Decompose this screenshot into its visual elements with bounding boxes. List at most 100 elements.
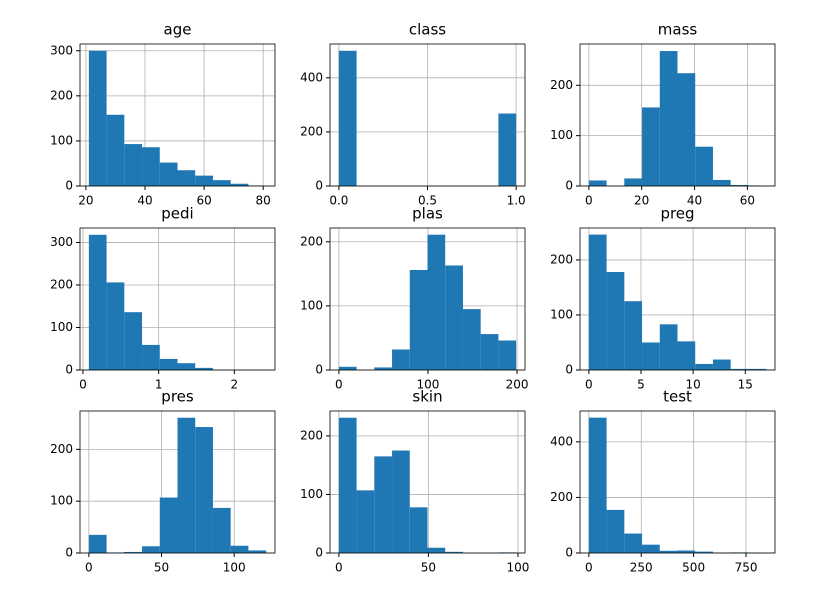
y-tick-label: 200	[50, 277, 73, 291]
bar	[427, 547, 446, 553]
bar	[642, 342, 660, 370]
x-tick-label: 100	[223, 561, 246, 575]
x-tick-label: 5	[637, 378, 645, 392]
x-tick-label: 60	[196, 194, 211, 208]
panel-title: plas	[412, 205, 443, 223]
x-tick-label: 0	[585, 194, 593, 208]
bar	[624, 301, 643, 370]
x-tick-label: 0	[85, 561, 93, 575]
bar	[730, 184, 749, 186]
y-tick-label: 0	[65, 363, 73, 377]
y-tick-label: 100	[50, 320, 73, 334]
axes-frame	[579, 410, 776, 554]
bar	[392, 450, 410, 553]
y-tick-label: 100	[50, 133, 73, 147]
bar	[142, 344, 160, 370]
axes-frame	[329, 410, 526, 554]
y-tick-label: 300	[50, 235, 73, 249]
y-tick-label: 0	[315, 363, 323, 377]
bar	[392, 349, 410, 370]
bar	[498, 113, 517, 186]
x-tick-label: 0.0	[329, 194, 348, 208]
bar	[88, 234, 107, 370]
x-tick-label: 20	[78, 194, 93, 208]
panel-title: preg	[660, 205, 694, 223]
bar	[427, 234, 446, 370]
bar	[588, 417, 607, 553]
panel-title: test	[663, 388, 692, 406]
x-tick-label: 1.0	[507, 194, 526, 208]
x-tick-label: 15	[738, 378, 753, 392]
x-tick-label: 250	[630, 561, 653, 575]
bar	[195, 367, 213, 370]
bar	[177, 170, 196, 186]
bar	[230, 183, 249, 186]
y-tick-label: 400	[300, 70, 323, 84]
y-tick-label: 0	[65, 179, 73, 193]
y-tick-label: 100	[300, 487, 323, 501]
axes-frame	[79, 43, 276, 187]
y-tick-label: 100	[550, 128, 573, 142]
bar	[642, 107, 660, 186]
bar	[159, 497, 178, 553]
bar	[588, 234, 607, 370]
x-tick-label: 40	[687, 194, 702, 208]
y-tick-label: 0	[315, 546, 323, 560]
bar	[695, 363, 713, 370]
panel-title: pedi	[161, 205, 193, 223]
bar	[212, 180, 231, 186]
bar	[248, 550, 267, 553]
bar	[177, 417, 196, 553]
panel-title: age	[164, 21, 192, 39]
panel-title: pres	[161, 388, 194, 406]
bar	[230, 545, 249, 553]
x-tick-label: 10	[686, 378, 701, 392]
y-tick-label: 400	[550, 434, 573, 448]
bar	[159, 358, 178, 370]
bar	[409, 269, 428, 370]
bar	[88, 50, 107, 187]
bar	[124, 551, 143, 553]
bar	[124, 312, 143, 370]
axes-frame	[329, 227, 526, 371]
x-tick-label: 2	[231, 378, 239, 392]
bar	[338, 366, 357, 370]
y-tick-label: 200	[50, 442, 73, 456]
bar	[695, 146, 713, 186]
x-tick-label: 0	[335, 561, 343, 575]
bar	[445, 551, 463, 553]
y-tick-label: 100	[550, 307, 573, 321]
y-tick-label: 0	[565, 546, 573, 560]
bar	[677, 73, 696, 186]
panel-title: mass	[658, 21, 698, 39]
y-tick-label: 200	[550, 78, 573, 92]
y-tick-label: 200	[550, 490, 573, 504]
axes-frame	[579, 43, 776, 187]
x-tick-label: 80	[256, 194, 271, 208]
y-tick-label: 0	[315, 179, 323, 193]
bar	[712, 179, 731, 186]
y-tick-label: 200	[300, 124, 323, 138]
bar	[124, 144, 143, 186]
bar	[159, 162, 178, 186]
bar	[642, 544, 660, 553]
bar	[588, 180, 607, 186]
bar	[374, 456, 393, 553]
x-tick-label: 200	[506, 378, 529, 392]
bar	[659, 550, 678, 553]
panel-title: skin	[412, 388, 442, 406]
x-tick-label: 1	[155, 378, 163, 392]
bar	[677, 550, 696, 553]
bar	[498, 340, 517, 370]
x-tick-label: 0	[79, 378, 87, 392]
bar	[659, 324, 678, 370]
bar	[106, 114, 125, 186]
bar	[338, 50, 357, 187]
bar	[88, 534, 107, 553]
y-tick-label: 100	[300, 298, 323, 312]
panel-title: class	[409, 21, 446, 39]
x-tick-label: 50	[154, 561, 169, 575]
bar	[142, 147, 160, 186]
